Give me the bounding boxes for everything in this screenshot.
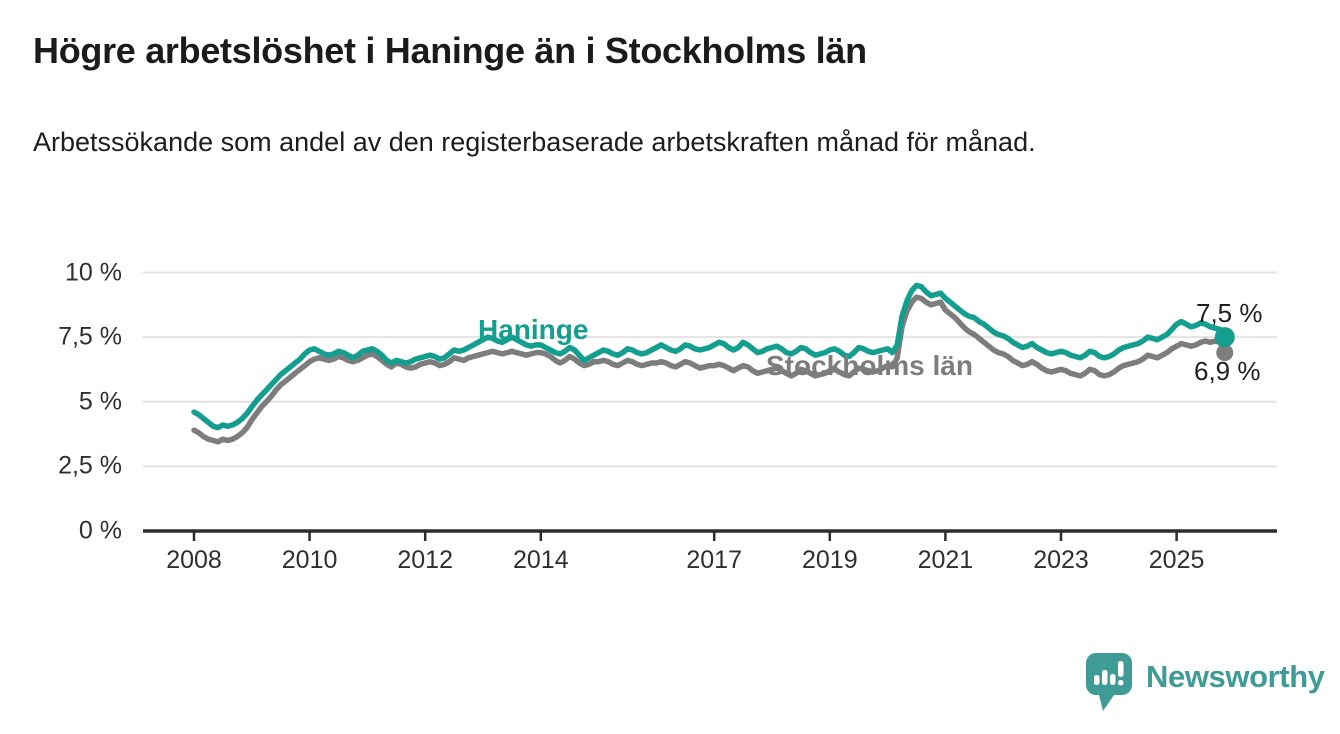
x-axis-label: 2019 bbox=[801, 546, 858, 574]
chart-subtitle: Arbetssökande som andel av den registerb… bbox=[33, 127, 1036, 157]
x-axis-label: 2014 bbox=[512, 546, 569, 574]
end-dot-stockholms-lan bbox=[1216, 344, 1234, 362]
series-label-haninge: Haninge bbox=[478, 314, 589, 345]
x-axis-label: 2012 bbox=[397, 546, 453, 574]
y-axis-label: 10 % bbox=[65, 258, 122, 286]
y-axis-label: 7,5 % bbox=[58, 322, 122, 351]
end-value-label-stockholms-lan: 6,9 % bbox=[1194, 356, 1261, 386]
newsworthy-logo-icon bbox=[1086, 653, 1132, 711]
newsworthy-wordmark: Newsworthy bbox=[1146, 659, 1325, 694]
chart-title: Högre arbetslöshet i Haninge än i Stockh… bbox=[33, 30, 867, 71]
y-axis-label: 0 % bbox=[78, 516, 122, 545]
series-label-stockholms-lan: Stockholms län bbox=[766, 350, 973, 381]
newsworthy-logo: Newsworthy bbox=[1086, 653, 1325, 713]
series-line-stockholms-lan bbox=[191, 294, 1228, 445]
y-axis-label: 2,5 % bbox=[58, 451, 122, 480]
end-dot-haninge bbox=[1214, 327, 1235, 348]
x-axis-label: 2025 bbox=[1148, 546, 1205, 574]
x-axis-label: 2021 bbox=[917, 546, 974, 574]
x-axis-label: 2023 bbox=[1033, 546, 1089, 574]
x-axis-label: 2017 bbox=[686, 546, 742, 574]
y-axis-label: 5 % bbox=[78, 387, 122, 416]
x-axis-label: 2008 bbox=[166, 546, 222, 574]
x-axis-label: 2010 bbox=[281, 546, 338, 574]
end-value-label-haninge: 7,5 % bbox=[1196, 298, 1263, 328]
series-line-haninge bbox=[191, 282, 1228, 431]
